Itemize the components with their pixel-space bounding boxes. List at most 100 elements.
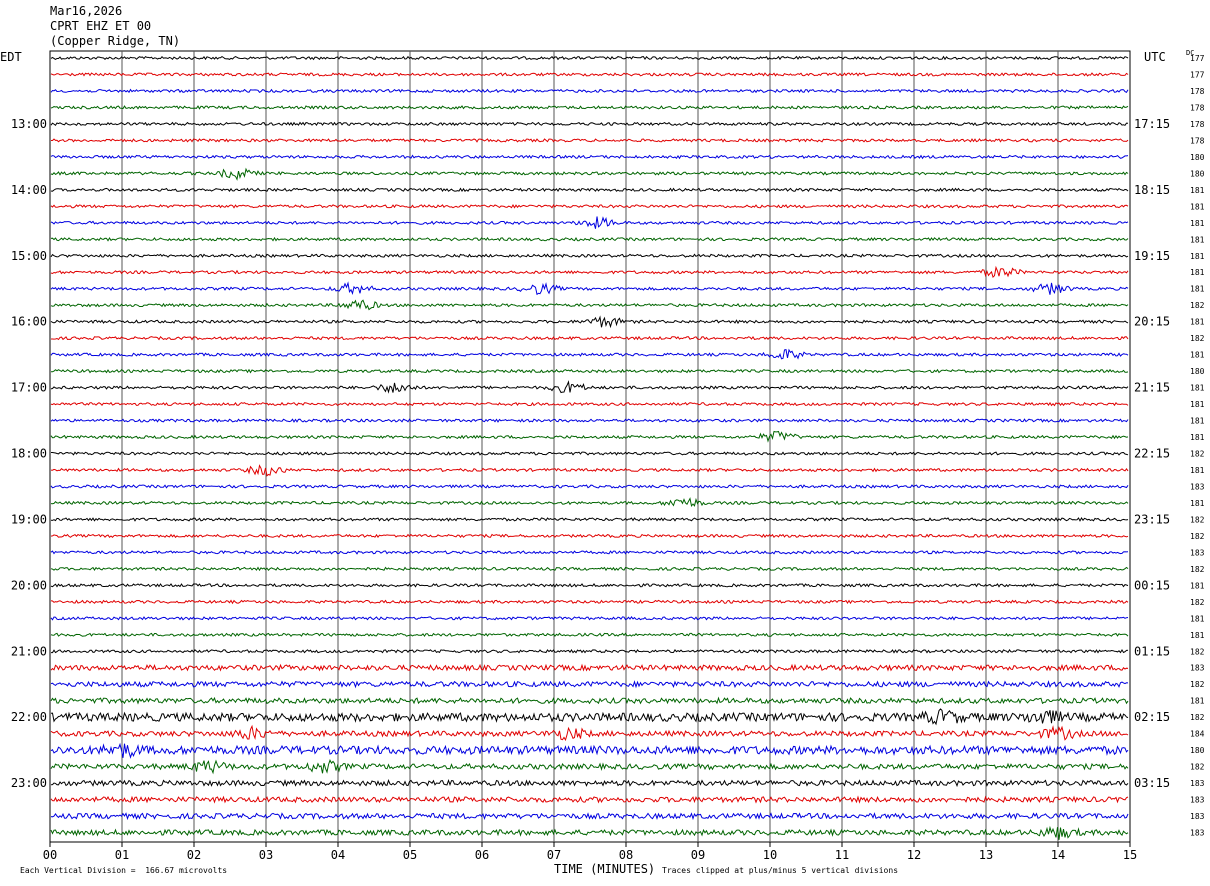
- dc-offset-label: 182: [1190, 565, 1205, 574]
- x-tick-label: 00: [43, 848, 57, 862]
- utc-hour-label: 03:15: [1134, 776, 1170, 790]
- trace-line: [50, 680, 1129, 689]
- dc-offset-label: 181: [1190, 252, 1205, 261]
- trace-line: [50, 105, 1129, 110]
- trace-line: [50, 759, 1129, 775]
- plot-axes: 177 177 178 178 178 178 180 180 181 181 181 181 181 1…: [11, 54, 1205, 862]
- trace-line: [50, 348, 1129, 360]
- trace-line: [50, 418, 1129, 423]
- trace-line: [50, 430, 1129, 443]
- x-tick-label: 04: [331, 848, 345, 862]
- dc-offset-label: 183: [1190, 829, 1205, 838]
- trace-line: [50, 88, 1129, 94]
- trace-line: [50, 812, 1129, 821]
- dc-offset-label: 183: [1190, 664, 1205, 673]
- trace-line: [50, 708, 1129, 726]
- trace-line: [50, 203, 1129, 209]
- utc-hour-label: 19:15: [1134, 249, 1170, 263]
- utc-axis-label: UTC: [1144, 50, 1166, 64]
- edt-hour-label: 19:00: [11, 512, 47, 526]
- utc-hour-label: 18:15: [1134, 183, 1170, 197]
- trace-line: [50, 315, 1129, 329]
- trace-line: [50, 253, 1129, 258]
- dc-offset-label: 181: [1190, 417, 1205, 426]
- trace-line: [50, 825, 1129, 840]
- dc-offset-label: 181: [1190, 318, 1205, 327]
- utc-hour-label: 23:15: [1134, 512, 1170, 526]
- trace-line: [50, 464, 1129, 477]
- dc-offset-label: 178: [1190, 136, 1205, 145]
- x-tick-label: 11: [835, 848, 849, 862]
- edt-hour-label: 15:00: [11, 249, 47, 263]
- x-tick-label: 02: [187, 848, 201, 862]
- seismic-traces: [50, 55, 1129, 840]
- dc-offset-label: 184: [1190, 730, 1205, 739]
- dc-offset-label: 182: [1190, 713, 1205, 722]
- dc-offset-label: 177: [1190, 70, 1205, 79]
- trace-line: [50, 216, 1129, 229]
- dc-offset-label: 181: [1190, 581, 1205, 590]
- x-tick-label: 12: [907, 848, 921, 862]
- utc-hour-label: 02:15: [1134, 710, 1170, 724]
- footer-clip-note: Traces clipped at plus/minus 5 vertical …: [662, 866, 899, 875]
- trace-line: [50, 299, 1129, 311]
- x-tick-label: 01: [115, 848, 129, 862]
- plot-grid: [49, 50, 1131, 843]
- dc-offset-label: 182: [1190, 301, 1205, 310]
- dc-offset-label: 180: [1190, 367, 1205, 376]
- edt-hour-label: 18:00: [11, 447, 47, 461]
- dc-offset-label: 182: [1190, 515, 1205, 524]
- trace-line: [50, 265, 1129, 279]
- trace-line: [50, 599, 1129, 605]
- chart-date: Mar16,2026: [50, 4, 123, 18]
- dc-offset-label: 181: [1190, 219, 1205, 228]
- edt-hour-label: 14:00: [11, 183, 47, 197]
- trace-line: [50, 742, 1129, 759]
- dc-offset-label: 181: [1190, 351, 1205, 360]
- x-tick-label: 06: [475, 848, 489, 862]
- x-tick-label: 05: [403, 848, 417, 862]
- plot-frame: [49, 50, 1131, 843]
- trace-line: [50, 795, 1129, 804]
- dc-offset-label: 181: [1190, 202, 1205, 211]
- trace-line: [51, 368, 1129, 374]
- dc-offset-label: 177: [1190, 54, 1205, 63]
- trace-line: [51, 138, 1129, 143]
- dc-offset-label: 180: [1190, 169, 1205, 178]
- utc-hour-label: 22:15: [1134, 447, 1170, 461]
- dc-offset-label: 182: [1190, 680, 1205, 689]
- trace-line: [50, 187, 1129, 193]
- dc-offset-label: 181: [1190, 235, 1205, 244]
- dc-offset-label: 181: [1190, 631, 1205, 640]
- dc-label: DC: [1186, 49, 1195, 57]
- trace-line: [50, 401, 1129, 407]
- x-tick-label: 08: [619, 848, 633, 862]
- trace-line: [50, 380, 1129, 394]
- dc-offset-label: 181: [1190, 433, 1205, 442]
- dc-offset-label: 178: [1190, 103, 1205, 112]
- dc-offset-label: 178: [1190, 87, 1205, 96]
- dc-offset-label: 181: [1190, 697, 1205, 706]
- trace-line: [50, 281, 1129, 296]
- edt-hour-label: 23:00: [11, 776, 47, 790]
- trace-line: [50, 72, 1129, 77]
- trace-line: [50, 121, 1129, 127]
- utc-hour-label: 20:15: [1134, 315, 1170, 329]
- trace-line: [50, 167, 1129, 181]
- dc-offset-label: 183: [1190, 548, 1205, 557]
- trace-line: [50, 154, 1129, 160]
- x-tick-label: 15: [1123, 848, 1137, 862]
- utc-hour-label: 01:15: [1134, 644, 1170, 658]
- edt-hour-label: 16:00: [11, 315, 47, 329]
- dc-offset-label: 181: [1190, 186, 1205, 195]
- trace-line: [50, 55, 1129, 61]
- dc-offset-label: 180: [1190, 746, 1205, 755]
- trace-line: [50, 517, 1129, 522]
- trace-line: [50, 663, 1129, 672]
- trace-line: [50, 583, 1129, 588]
- dc-offset-label: 181: [1190, 400, 1205, 409]
- dc-offset-label: 181: [1190, 614, 1205, 623]
- trace-line: [51, 451, 1129, 456]
- trace-line: [51, 335, 1129, 341]
